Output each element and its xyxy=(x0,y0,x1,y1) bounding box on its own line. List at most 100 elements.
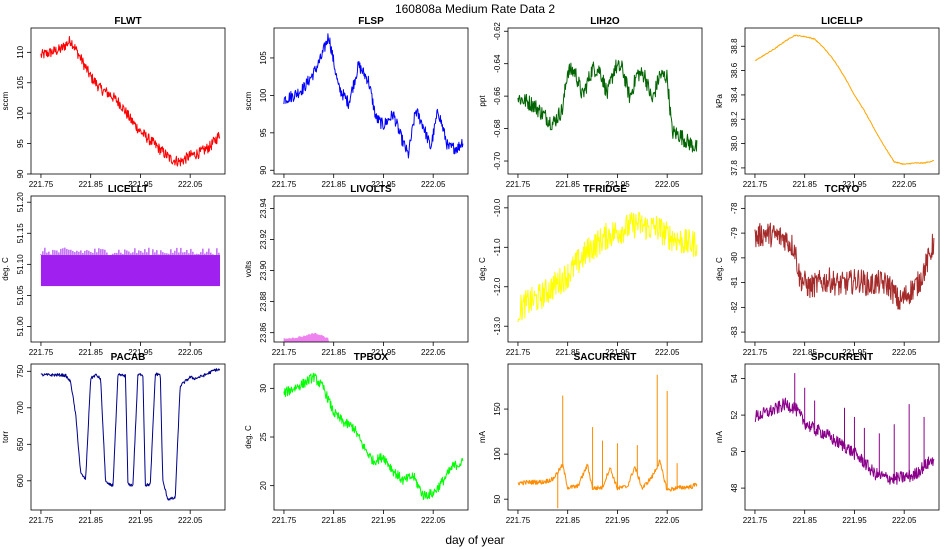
plot-frame xyxy=(507,363,703,511)
y-tick-label: -0.64 xyxy=(493,54,502,73)
panel-tpbox: TPBOX deg. C 221.75 221.85 221.95 222.05 20 25 3… xyxy=(244,352,469,525)
series-line xyxy=(283,372,464,500)
y-tick-label: 54 xyxy=(730,374,739,383)
y-tick-label: 90 xyxy=(16,169,25,178)
plot-frame xyxy=(744,363,940,511)
plot-frame xyxy=(30,27,226,175)
panel-title: SPCURRENT xyxy=(811,352,873,363)
y-tick-label: 100 xyxy=(493,447,502,461)
series-band xyxy=(40,255,221,287)
y-tick-label: 51.10 xyxy=(16,254,25,275)
x-tick-label: 222.05 xyxy=(421,180,446,189)
panel-spcurrent: SPCURRENT mA 221.75 221.85 221.95 222.05 48 50 5… xyxy=(715,352,940,525)
y-tick-label: -78 xyxy=(730,202,739,214)
panel-title: LIVOLTS xyxy=(350,184,392,195)
x-tick-label: 221.75 xyxy=(29,180,54,189)
panel-licellt: LICELLT deg. C 221.75 221.85 221.95 222.05 51.… xyxy=(1,184,226,357)
data-traces xyxy=(40,247,221,287)
x-tick-label: 221.85 xyxy=(792,516,817,525)
y-axis-label: deg. C xyxy=(1,257,10,281)
series-line xyxy=(754,222,935,310)
panel-sacurrent: SACURRENT mA 221.75 221.85 221.95 222.05 50 100… xyxy=(478,352,703,525)
y-tick-label: 110 xyxy=(16,45,25,58)
y-tick-label: 105 xyxy=(259,51,268,65)
y-axis-label: kPa xyxy=(715,94,724,108)
x-tick-label: 221.95 xyxy=(371,348,396,357)
y-axis-label: volts xyxy=(244,261,253,277)
x-tick-label: 221.75 xyxy=(272,516,297,525)
series-line xyxy=(754,397,935,485)
y-tick-label: 100 xyxy=(16,106,25,120)
x-tick-label: 221.75 xyxy=(743,516,768,525)
x-tick-label: 221.95 xyxy=(128,516,153,525)
y-tick-label: 20 xyxy=(259,481,268,490)
panel-title: FLSP xyxy=(358,16,384,27)
panel-flsp: FLSP sccm 221.75 221.85 221.95 222.05 90 95 100 1… xyxy=(244,16,469,189)
x-tick-label: 221.85 xyxy=(78,180,103,189)
y-axis-label: ppt xyxy=(478,95,487,107)
panel-tfridge: TFRIDGE deg. C 221.75 221.85 221.95 222.05 -13… xyxy=(478,184,703,357)
panel-title: TCRYO xyxy=(825,184,860,195)
y-tick-label: 95 xyxy=(16,139,25,148)
y-tick-label: 50 xyxy=(730,447,739,456)
plot-frame xyxy=(744,27,940,175)
y-tick-label: 48 xyxy=(730,483,739,492)
x-tick-label: 221.95 xyxy=(605,180,630,189)
x-tick-label: 221.75 xyxy=(272,348,297,357)
series-noise xyxy=(40,247,220,255)
plot-frame xyxy=(507,195,703,343)
x-tick-label: 221.95 xyxy=(842,180,867,189)
y-tick-label: -0.68 xyxy=(493,119,502,138)
y-tick-label: 95 xyxy=(259,128,268,137)
x-tick-label: 221.75 xyxy=(506,516,531,525)
y-axis-label: mA xyxy=(715,430,724,443)
y-tick-label: 30 xyxy=(259,383,268,392)
panel-title: SACURRENT xyxy=(574,352,637,363)
y-axis-label: sccm xyxy=(244,91,253,110)
data-traces xyxy=(754,222,935,310)
plot-frame xyxy=(273,27,469,175)
y-tick-label: -81 xyxy=(730,276,739,288)
y-tick-label: 23.92 xyxy=(259,229,268,250)
x-tick-label: 221.95 xyxy=(605,516,630,525)
panel-title: TPBOX xyxy=(354,352,389,363)
series-line xyxy=(754,34,934,165)
x-tick-label: 221.75 xyxy=(506,348,531,357)
y-tick-label: -83 xyxy=(730,326,739,338)
data-traces xyxy=(283,33,464,159)
plot-frame xyxy=(507,27,703,175)
y-tick-label: 750 xyxy=(16,364,25,378)
y-tick-label: 38.0 xyxy=(730,135,739,151)
data-traces xyxy=(754,373,935,485)
y-tick-label: 700 xyxy=(16,401,25,415)
x-tick-label: 221.85 xyxy=(792,180,817,189)
y-tick-label: 23.90 xyxy=(259,260,268,281)
y-tick-label: 23.94 xyxy=(259,198,268,219)
series-line xyxy=(517,211,698,323)
x-tick-label: 221.85 xyxy=(78,348,103,357)
y-axis-label: torr xyxy=(1,431,10,443)
x-tick-label: 222.05 xyxy=(892,180,917,189)
x-tick-label: 221.85 xyxy=(555,516,580,525)
series-line xyxy=(283,33,464,159)
y-tick-label: 100 xyxy=(259,88,268,102)
x-tick-label: 222.05 xyxy=(178,348,203,357)
data-traces xyxy=(40,368,221,501)
y-tick-label: 37.8 xyxy=(730,160,739,176)
y-axis-label: sccm xyxy=(1,91,10,110)
x-tick-label: 222.05 xyxy=(178,516,203,525)
x-tick-label: 221.85 xyxy=(321,180,346,189)
y-axis-label: deg. C xyxy=(715,257,724,281)
y-tick-label: -0.70 xyxy=(493,151,502,170)
x-tick-label: 221.75 xyxy=(506,180,531,189)
y-tick-label: 51.15 xyxy=(16,223,25,244)
y-tick-label: 90 xyxy=(259,165,268,174)
series-band xyxy=(283,332,330,342)
x-tick-label: 221.75 xyxy=(743,348,768,357)
panel-title: TFRIDGE xyxy=(583,184,627,195)
y-tick-label: 50 xyxy=(493,494,502,503)
x-tick-label: 222.05 xyxy=(892,348,917,357)
y-tick-label: -80 xyxy=(730,252,739,264)
y-tick-label: -79 xyxy=(730,227,739,239)
x-tick-label: 221.85 xyxy=(555,180,580,189)
